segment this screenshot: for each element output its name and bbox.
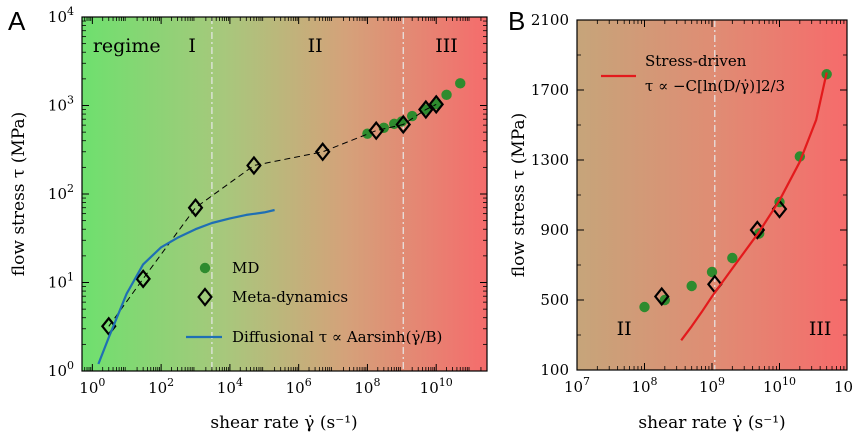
panel-b-regime-labels: II III — [617, 318, 832, 340]
panel-a-frame — [81, 16, 488, 372]
y-tick-label: 100 — [48, 359, 74, 380]
x-tick-label: 109 — [699, 375, 725, 396]
md-point — [431, 98, 442, 110]
meta-dynamics-point — [314, 142, 331, 162]
md-point — [441, 89, 452, 101]
md-point — [406, 110, 418, 122]
panel-b-series — [639, 69, 832, 341]
md-point — [455, 78, 466, 89]
series-curve — [97, 208, 275, 365]
panel-a-legend: MD Meta-dynamics Diffusional τ ∝ Aarsinh(γ… — [186, 259, 442, 346]
panel-b-background — [577, 20, 847, 370]
y-tick-label: 900 — [540, 221, 569, 239]
regime-label: regime — [93, 35, 161, 57]
legend-label: Diffusional τ ∝ Aarsinh(γ̇/B) — [232, 328, 442, 346]
legend-label: Stress-driven — [645, 52, 747, 70]
meta-dynamics-point — [653, 286, 670, 307]
meta-dynamics-point — [428, 94, 445, 115]
panel-b-legend: Stress-driven τ ∝ −C[ln(D/γ̇)]2/3 — [601, 52, 785, 95]
meta-dynamics-point — [246, 155, 262, 176]
legend-label: Meta-dynamics — [232, 288, 348, 306]
panel-a-x-axis-title: shear rate γ̇ (s⁻¹) — [210, 413, 357, 433]
meta-dynamics-point — [100, 316, 117, 337]
legend-label: MD — [232, 259, 259, 277]
panel-a-y-axis-title: flow stress τ (MPa) — [9, 112, 29, 276]
x-tick-label: 101 — [834, 375, 854, 396]
meta-dynamics-point — [395, 114, 412, 135]
regime-label: I — [188, 35, 196, 57]
y-tick-label: 500 — [540, 291, 569, 309]
y-tick-label: 1700 — [531, 81, 569, 99]
x-tick-label: 104 — [217, 376, 243, 397]
meta-dynamics-point — [187, 197, 204, 218]
y-tick-label: 103 — [48, 94, 74, 115]
y-tick-label: 104 — [48, 5, 74, 26]
x-tick-label: 108 — [354, 376, 380, 397]
panel-b-y-axis-title: flow stress τ (MPa) — [509, 113, 529, 277]
regime-label: III — [435, 35, 458, 57]
x-tick-label: 100 — [79, 376, 105, 397]
meta-dynamics-point — [368, 120, 385, 141]
regime-label: II — [617, 318, 632, 340]
md-point — [639, 301, 650, 313]
md-point — [686, 280, 697, 292]
meta-dynamics-point — [135, 269, 151, 289]
y-tick-label: 1300 — [531, 151, 569, 169]
panel-a-background — [82, 17, 487, 371]
x-tick-label: 108 — [631, 375, 657, 396]
series-dashed-line — [108, 103, 437, 327]
md-point — [727, 252, 738, 264]
panel-a-ticks: 100 102 104 106 108 1010 100 101 102 103 104 — [48, 5, 487, 397]
x-tick-label: 1010 — [763, 375, 796, 396]
panel-letter-a: A — [8, 6, 26, 36]
series-curve — [680, 72, 828, 341]
panel-b-frame — [576, 19, 848, 371]
x-tick-label: 107 — [564, 375, 590, 396]
panel-b: B 1071081091010101100500900130017002100 … — [508, 6, 854, 433]
panel-letter-b: B — [508, 6, 525, 36]
panel-b-ticks: 107 108 109 1010 101 100 500 900 1300 1700 2100 — [531, 11, 854, 396]
x-tick-label: 1010 — [420, 376, 453, 397]
meta-dynamics-point — [418, 99, 434, 120]
regime-label: III — [809, 318, 832, 340]
regime-label: II — [308, 35, 323, 57]
x-tick-label: 102 — [148, 376, 174, 397]
legend-formula: τ ∝ −C[ln(D/γ̇)]2/3 — [645, 77, 785, 95]
y-tick-label: 101 — [48, 271, 74, 292]
panel-a: A 100 102 104 106 108 1010 100 101 102 103 104 reg… — [8, 5, 488, 433]
panel-a-regime-labels: regime I II III — [93, 35, 458, 57]
panel-a-series — [97, 78, 466, 365]
y-tick-label: 2100 — [531, 11, 569, 29]
md-point — [706, 266, 718, 278]
y-tick-label: 100 — [540, 361, 569, 379]
y-tick-label: 102 — [48, 182, 74, 203]
legend-meta-marker — [197, 287, 213, 307]
panel-b-x-axis-title: shear rate γ̇ (s⁻¹) — [638, 413, 785, 433]
panel-a-regime-boundaries — [211, 17, 404, 371]
x-tick-label: 106 — [286, 376, 312, 397]
legend-md-marker — [199, 262, 211, 274]
